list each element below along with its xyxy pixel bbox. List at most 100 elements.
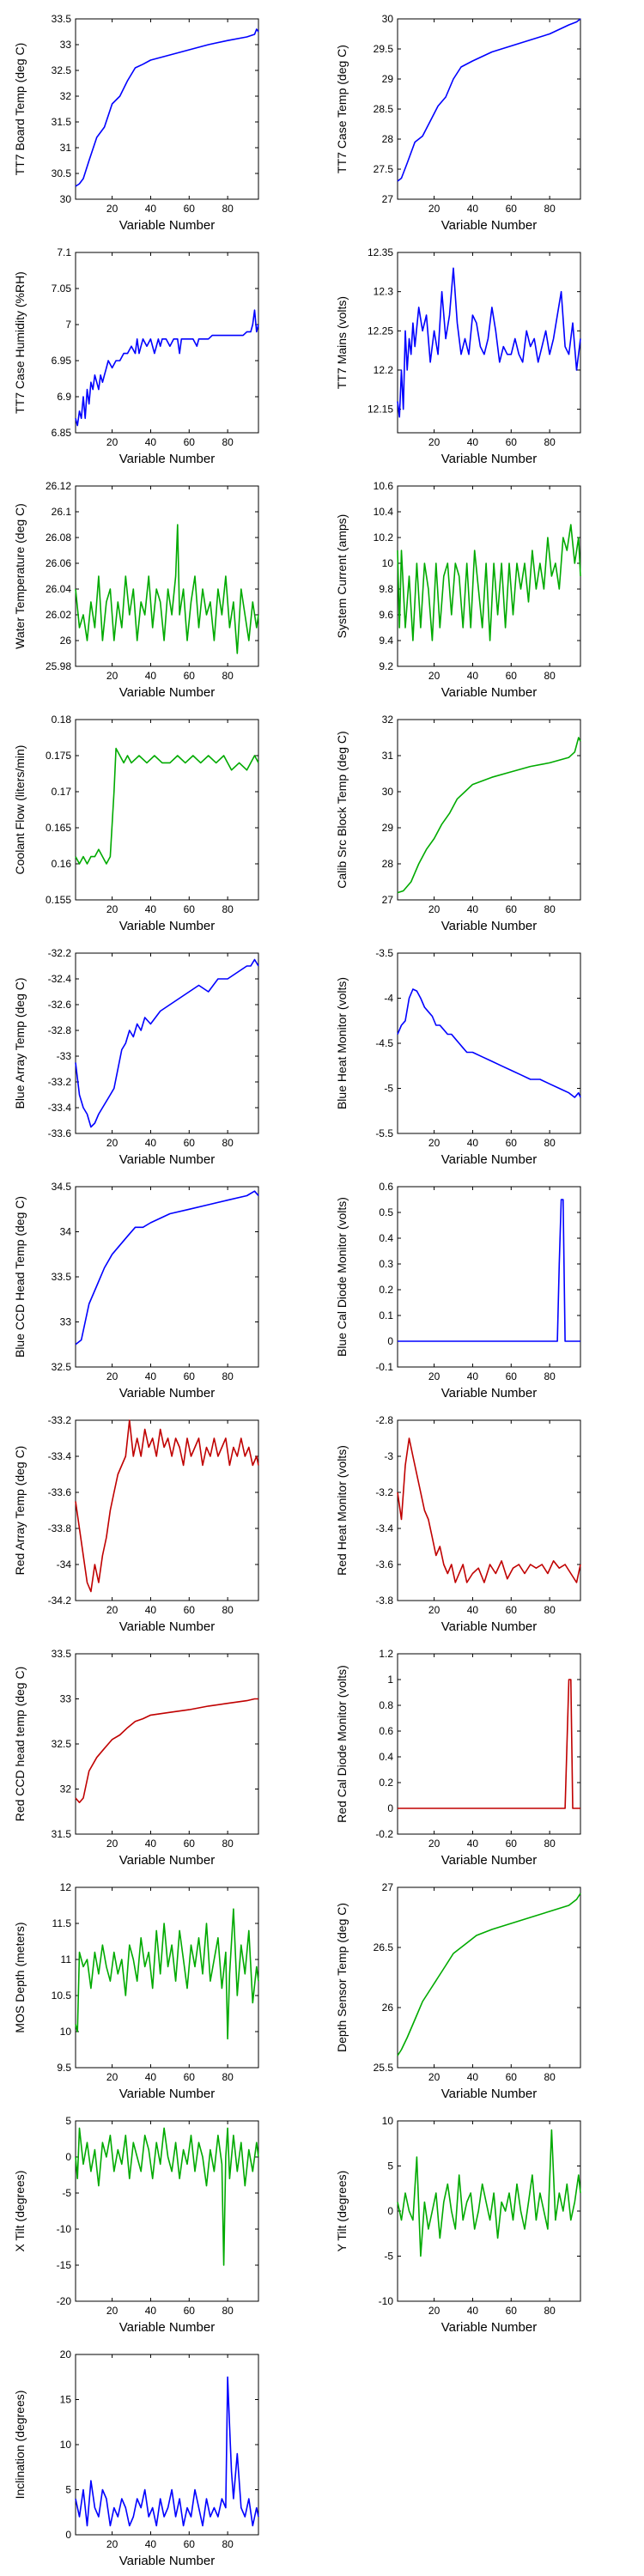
x-tick-label: 60 xyxy=(506,903,518,915)
y-tick-label: 33.5 xyxy=(52,13,72,25)
x-tick-label: 40 xyxy=(145,1838,157,1850)
y-tick-label: 6.95 xyxy=(52,355,72,367)
x-tick-label: 60 xyxy=(506,1838,518,1850)
x-tick-label: 40 xyxy=(145,1604,157,1616)
y-tick-label: 26.1 xyxy=(52,506,72,518)
x-tick-label: 40 xyxy=(145,436,157,448)
x-axis-label: Variable Number xyxy=(440,1152,538,1167)
x-axis-label: Variable Number xyxy=(440,1619,538,1634)
chart-svg: -0.2 0 0.2 0.4 0.6 0.8 1 1.2 20 40 60 80 xyxy=(375,1648,581,1850)
x-tick-label: 20 xyxy=(106,903,118,915)
x-tick-label: 80 xyxy=(222,670,234,682)
x-tick-label: 40 xyxy=(145,1137,157,1149)
series-line xyxy=(75,524,259,654)
series-line xyxy=(75,1190,259,1346)
y-tick-label: 0 xyxy=(65,2151,71,2163)
x-tick-label: 60 xyxy=(506,1604,518,1616)
y-tick-label: 6.9 xyxy=(57,391,71,403)
y-tick-label: -0.2 xyxy=(375,1828,393,1840)
y-tick-label: 10.4 xyxy=(374,506,394,518)
y-tick-label: 29 xyxy=(382,822,394,834)
y-tick-label: 0.18 xyxy=(52,714,72,726)
x-tick-label: 60 xyxy=(184,1604,196,1616)
x-axis-label: Variable Number xyxy=(118,2554,216,2568)
x-tick-label: 80 xyxy=(544,203,556,215)
y-tick-label: 0 xyxy=(65,2529,71,2541)
y-tick-label: 28 xyxy=(382,858,394,870)
series-line xyxy=(397,1437,581,1583)
x-tick-label: 40 xyxy=(467,1137,479,1149)
chart-panel: TT7 Mains (volts) Variable Number 12.15 12.… xyxy=(322,234,644,467)
series-line xyxy=(397,18,581,182)
y-tick-label: 32 xyxy=(382,714,394,726)
y-tick-label: -3.5 xyxy=(375,947,393,959)
x-tick-label: 80 xyxy=(544,1370,556,1382)
y-tick-label: 12.35 xyxy=(368,246,393,258)
chart-panel: Water Temperature (deg C) Variable Number… xyxy=(0,467,322,701)
chart-svg: 25.98 26 26.02 26.04 26.06 26.08 26.1 26.12 20 40… xyxy=(46,480,259,682)
x-tick-label: 60 xyxy=(184,2305,196,2317)
y-tick-label: 5 xyxy=(65,2484,71,2496)
y-tick-label: 6.85 xyxy=(52,427,72,439)
x-axis-label: Variable Number xyxy=(440,685,538,700)
series-line xyxy=(397,524,581,641)
x-axis-label: Variable Number xyxy=(118,1386,216,1400)
y-tick-label: 32.5 xyxy=(52,1738,72,1750)
y-tick-label: 10.5 xyxy=(52,1990,72,2002)
x-axis-label: Variable Number xyxy=(118,1152,216,1167)
y-tick-label: 9.6 xyxy=(379,609,393,621)
x-tick-label: 80 xyxy=(544,1604,556,1616)
x-tick-label: 40 xyxy=(467,1838,479,1850)
chart-panel: Red Heat Monitor (volts) Variable Number -… xyxy=(322,1401,644,1635)
chart-svg: 27 27.5 28 28.5 29 29.5 30 20 40 60 80 xyxy=(374,13,581,215)
x-tick-label: 60 xyxy=(506,670,518,682)
y-tick-label: 15 xyxy=(60,2394,72,2406)
y-tick-label: 32 xyxy=(60,1783,72,1795)
x-tick-label: 20 xyxy=(106,1838,118,1850)
y-tick-label: -33.4 xyxy=(48,1450,72,1462)
x-axis-label: Variable Number xyxy=(118,452,216,466)
y-tick-label: 34.5 xyxy=(52,1181,72,1193)
x-axis-label: Variable Number xyxy=(118,2087,216,2101)
chart-svg: -10 -5 0 5 10 20 40 60 80 xyxy=(379,2115,581,2317)
series-line xyxy=(75,309,259,427)
x-tick-label: 60 xyxy=(506,1137,518,1149)
chart-panel: TT7 Board Temp (deg C) Variable Number 30 3… xyxy=(0,0,322,234)
plot-frame xyxy=(397,1186,581,1368)
chart-panel: TT7 Case Temp (deg C) Variable Number 27 27… xyxy=(322,0,644,234)
chart-svg: -34.2 -34 -33.8 -33.6 -33.4 -33.2 20 40 60 80 xyxy=(48,1414,259,1616)
series-line xyxy=(75,28,259,187)
x-tick-label: 80 xyxy=(544,670,556,682)
series-line xyxy=(397,2129,581,2257)
chart-panel: Calib Src Block Temp (deg C) Variable Num… xyxy=(322,701,644,934)
y-tick-label: 9.8 xyxy=(379,583,393,595)
chart-svg: 6.85 6.9 6.95 7 7.05 7.1 20 40 60 80 xyxy=(52,246,259,448)
x-axis-label: Variable Number xyxy=(440,1386,538,1400)
y-tick-label: 20 xyxy=(60,2348,72,2360)
series-line xyxy=(75,2127,259,2266)
y-tick-label: 32.5 xyxy=(52,64,72,76)
x-tick-label: 60 xyxy=(184,2071,196,2083)
y-tick-label: -33.2 xyxy=(48,1414,72,1426)
x-axis-label: Variable Number xyxy=(118,2320,216,2335)
y-tick-label: 0.2 xyxy=(379,1284,393,1296)
y-tick-label: 31 xyxy=(382,750,394,762)
y-tick-label: 32 xyxy=(60,90,72,102)
chart-panel: Blue CCD Head Temp (deg C) Variable Numbe… xyxy=(0,1168,322,1401)
x-tick-label: 40 xyxy=(467,1370,479,1382)
y-tick-label: 0.175 xyxy=(46,750,71,762)
chart-svg: 12.15 12.2 12.25 12.3 12.35 20 40 60 80 xyxy=(368,246,581,448)
x-tick-label: 80 xyxy=(222,903,234,915)
x-tick-label: 20 xyxy=(428,1604,440,1616)
y-tick-label: 26.06 xyxy=(46,557,71,569)
y-tick-label: 29.5 xyxy=(374,43,394,55)
y-tick-label: -34.2 xyxy=(48,1595,72,1607)
chart-panel: Depth Sensor Temp (deg C) Variable Number… xyxy=(322,1868,644,2102)
plot-frame xyxy=(397,485,581,667)
y-tick-label: 12.2 xyxy=(374,364,394,376)
x-tick-label: 20 xyxy=(428,903,440,915)
x-axis-label: Variable Number xyxy=(440,919,538,933)
x-tick-label: 20 xyxy=(428,2071,440,2083)
chart-panel: Blue Array Temp (deg C) Variable Number -3… xyxy=(0,934,322,1168)
chart-svg: 0.155 0.16 0.165 0.17 0.175 0.18 20 40 60 80 xyxy=(46,714,259,915)
